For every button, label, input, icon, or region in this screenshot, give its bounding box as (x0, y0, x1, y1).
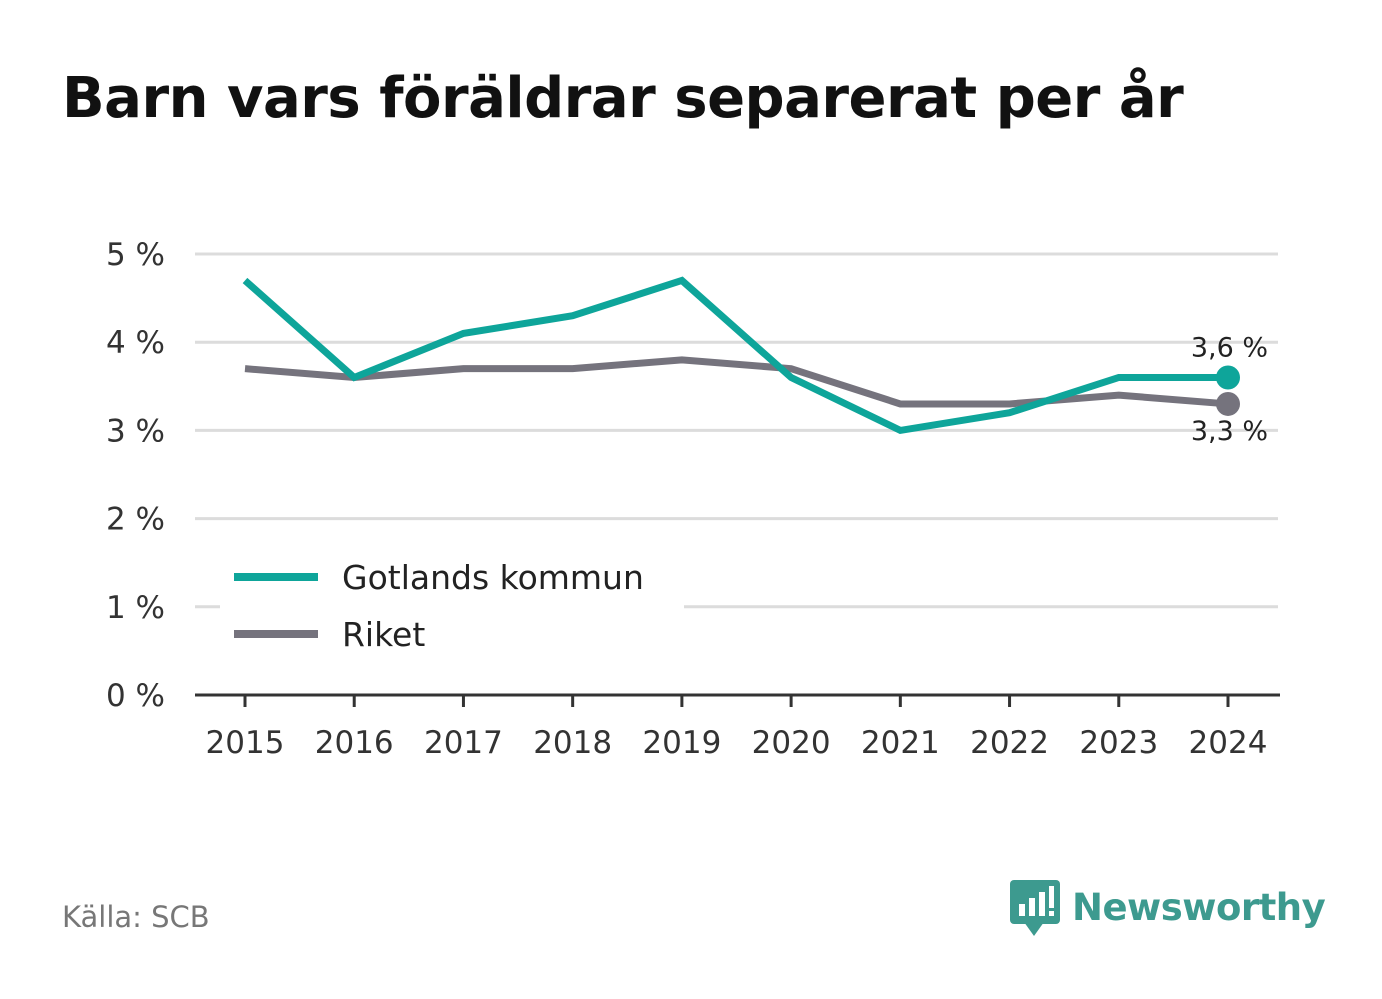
legend-label: Riket (342, 615, 425, 654)
end-labels: 3,6 % 3,3 % (1191, 332, 1268, 446)
y-axis: 0 % 1 % 2 % 3 % 4 % 5 % (106, 237, 165, 714)
legend-label: Gotlands kommun (342, 558, 644, 597)
x-tick-label: 2023 (1079, 725, 1158, 761)
brand-name: Newsworthy (1072, 885, 1326, 929)
x-tick-label: 2022 (970, 725, 1049, 761)
x-tick-label: 2024 (1189, 725, 1268, 761)
series-line-riket (244, 356, 1229, 408)
legend: Gotlands kommun Riket (220, 545, 684, 667)
x-axis: 2015 2016 2017 2018 2019 2020 2021 2022 2023 2024 (195, 693, 1280, 761)
series-end-point (1216, 391, 1240, 416)
x-tick-label: 2016 (315, 725, 394, 761)
series-lines (242, 276, 1240, 435)
y-tick-label: 2 % (106, 502, 165, 538)
y-tick-label: 1 % (106, 590, 165, 626)
y-tick-label: 0 % (106, 678, 165, 714)
x-tick-label: 2019 (642, 725, 721, 761)
legend-background (220, 545, 684, 667)
x-tick-label: 2020 (752, 725, 831, 761)
series-end-point (1216, 365, 1240, 390)
x-tick-label: 2021 (861, 725, 940, 761)
brand-logo: Newsworthy (1010, 876, 1326, 938)
x-tick-label: 2018 (533, 725, 612, 761)
series-line-gotland (242, 276, 1228, 435)
x-tick-label: 2015 (206, 725, 285, 761)
end-value-label: 3,3 % (1191, 416, 1268, 447)
end-value-label: 3,6 % (1191, 332, 1268, 363)
source-note: Källa: SCB (62, 900, 210, 934)
x-tick-label: 2017 (424, 725, 503, 761)
y-tick-label: 3 % (106, 413, 165, 449)
y-tick-label: 4 % (106, 325, 165, 361)
y-tick-label: 5 % (106, 237, 165, 273)
newsworthy-logo-icon (1010, 880, 1060, 936)
chart-title: Barn vars föräldrar separerat per år (62, 66, 1184, 131)
